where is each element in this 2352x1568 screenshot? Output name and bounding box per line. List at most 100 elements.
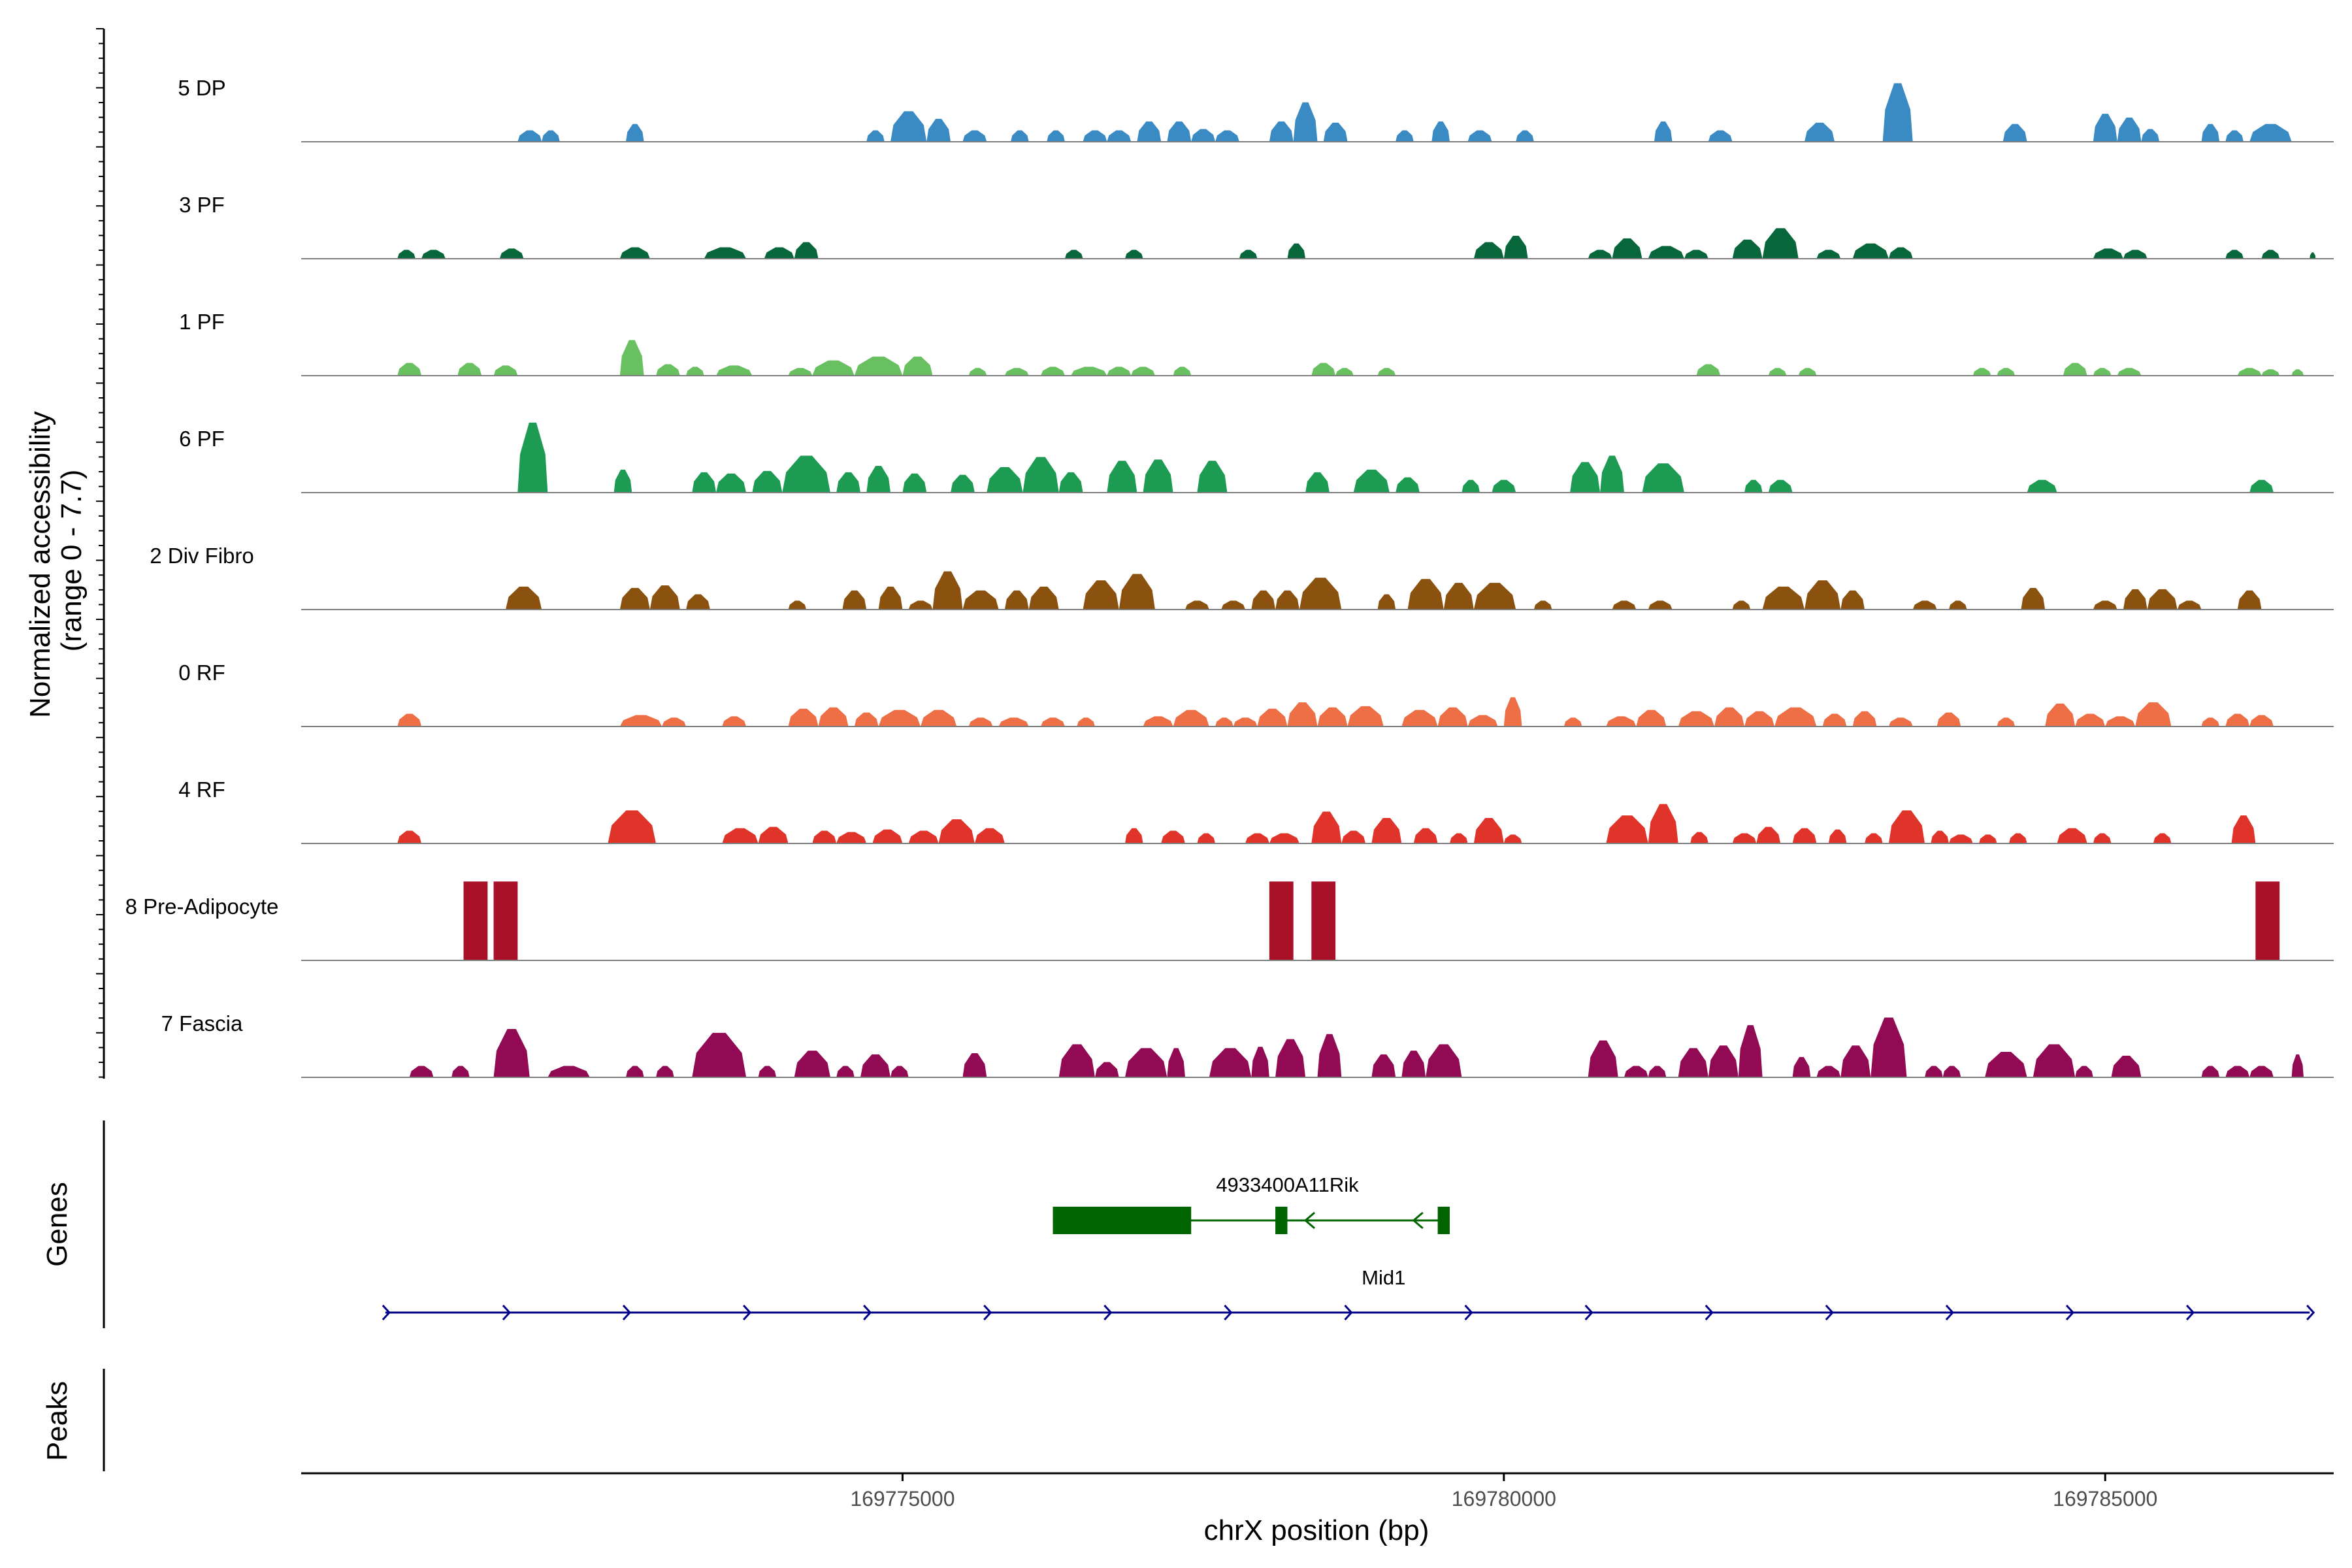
coverage-peak <box>1083 130 1107 142</box>
coverage-peak <box>752 470 783 493</box>
coverage-peak <box>626 123 644 142</box>
coverage-peak <box>1437 707 1468 727</box>
coverage-peak <box>722 828 759 843</box>
coverage-peak <box>1317 707 1348 727</box>
coverage-peak <box>1191 129 1216 142</box>
coverage-peak <box>1041 367 1065 376</box>
coverage-peak <box>890 1066 909 1077</box>
genes-panel-label: Genes <box>41 1182 73 1267</box>
strand-arrow <box>1224 1304 1233 1321</box>
coverage-peak <box>1473 242 1504 259</box>
coverage-peak <box>1768 480 1793 493</box>
coverage-peak <box>1805 580 1841 610</box>
coverage-peak <box>608 810 657 843</box>
coverage-peak <box>542 130 560 142</box>
coverage-peak <box>1047 130 1065 142</box>
coverage-peak <box>619 247 650 259</box>
coverage-peak <box>1275 590 1299 610</box>
coverage-peak <box>1563 717 1582 727</box>
coverage-peak <box>1161 830 1186 843</box>
strand-arrow <box>1103 1304 1113 1321</box>
coverage-peak <box>1287 243 1306 259</box>
coverage-peak <box>1426 1044 1462 1077</box>
coverage-peak <box>1792 828 1817 843</box>
coverage-peak <box>968 717 993 727</box>
coverage-peak <box>2237 368 2262 376</box>
coverage-peak <box>758 826 789 843</box>
coverage-peak <box>1401 710 1438 727</box>
coverage-peak <box>1997 717 2016 727</box>
strand-arrow <box>502 1304 511 1321</box>
coverage-peak <box>1852 243 1889 259</box>
coverage-peak <box>1377 594 1396 610</box>
coverage-peak <box>938 819 975 843</box>
coverage-peak <box>1004 590 1029 610</box>
coverage-peak <box>1107 130 1132 142</box>
coverage-peak <box>656 364 680 376</box>
strand-arrow <box>1825 1304 1834 1321</box>
coverage-peak <box>2177 600 2202 610</box>
coverage-peak <box>1503 697 1522 727</box>
x-axis-title: chrX position (bp) <box>1204 1514 1429 1546</box>
coverage-peak <box>499 248 524 259</box>
coverage-peak <box>2033 1044 2076 1077</box>
coverage-peak <box>1011 130 1029 142</box>
tracks-group: 5 DP 3 PF 1 PF 6 PF 2 Div Fibro 0 RF 4 RF 8 Pre… <box>125 76 2334 1078</box>
coverage-peak <box>1443 583 1474 610</box>
coverage-peak <box>1588 250 1612 259</box>
coverage-peak <box>493 881 518 960</box>
coverage-peak <box>788 368 813 376</box>
coverage-peak <box>2093 114 2117 142</box>
coverage-peak <box>1269 833 1299 843</box>
coverage-peak <box>463 881 488 960</box>
gene-exon <box>1437 1207 1450 1234</box>
strand-arrow <box>622 1304 632 1321</box>
coverage-peak <box>2093 600 2117 610</box>
coverage-peak <box>1762 228 1799 259</box>
strand-arrow <box>743 1304 752 1321</box>
coverage-peak <box>998 717 1029 727</box>
coverage-peak <box>1473 583 1516 610</box>
coverage-peak <box>932 571 963 610</box>
coverage-peak <box>1684 250 1708 259</box>
coverage-peak <box>2225 250 2244 259</box>
track-7-fascia: 7 Fascia <box>161 1011 2334 1078</box>
coverage-peak <box>1732 239 1763 259</box>
coverage-peak <box>866 130 885 142</box>
coverage-peak <box>2201 1066 2220 1077</box>
coverage-peak <box>505 586 542 610</box>
coverage-peak <box>1606 716 1637 727</box>
coverage-peak <box>1462 480 1480 493</box>
coverage-peak <box>1107 367 1132 376</box>
coverage-peak <box>1071 367 1107 376</box>
x-axis-tick-label: 169775000 <box>850 1487 955 1511</box>
track-3-pf: 3 PF <box>179 193 2334 259</box>
coverage-peak <box>1503 235 1528 259</box>
coverage-peak <box>987 467 1023 493</box>
coverage-peak <box>2261 250 2280 259</box>
coverage-peak <box>1269 121 1294 142</box>
track-0-rf: 0 RF <box>178 661 2334 727</box>
coverage-peak <box>692 1032 747 1077</box>
track-label: 5 DP <box>178 76 225 100</box>
track-label: 8 Pre-Adipocyte <box>125 894 279 919</box>
coverage-peak <box>1744 480 1763 493</box>
coverage-peak <box>716 365 753 376</box>
coverage-peak <box>619 587 650 610</box>
coverage-peak <box>1251 590 1276 610</box>
coverage-peak <box>2135 702 2172 727</box>
coverage-peak <box>493 1028 530 1077</box>
coverage-peak <box>1978 834 1997 843</box>
coverage-peak <box>1972 368 1991 376</box>
coverage-peak <box>2021 587 2046 610</box>
coverage-peak <box>1185 600 1209 610</box>
gene-mid1: Mid1 <box>382 1266 2315 1321</box>
coverage-peak <box>1533 600 1552 610</box>
coverage-peak <box>2249 1066 2274 1077</box>
coverage-peak <box>1467 715 1498 727</box>
peaks-panel-label: Peaks <box>41 1381 73 1461</box>
coverage-peak <box>2237 590 2262 610</box>
track-label: 7 Fascia <box>161 1011 243 1036</box>
coverage-peak <box>1311 363 1336 376</box>
